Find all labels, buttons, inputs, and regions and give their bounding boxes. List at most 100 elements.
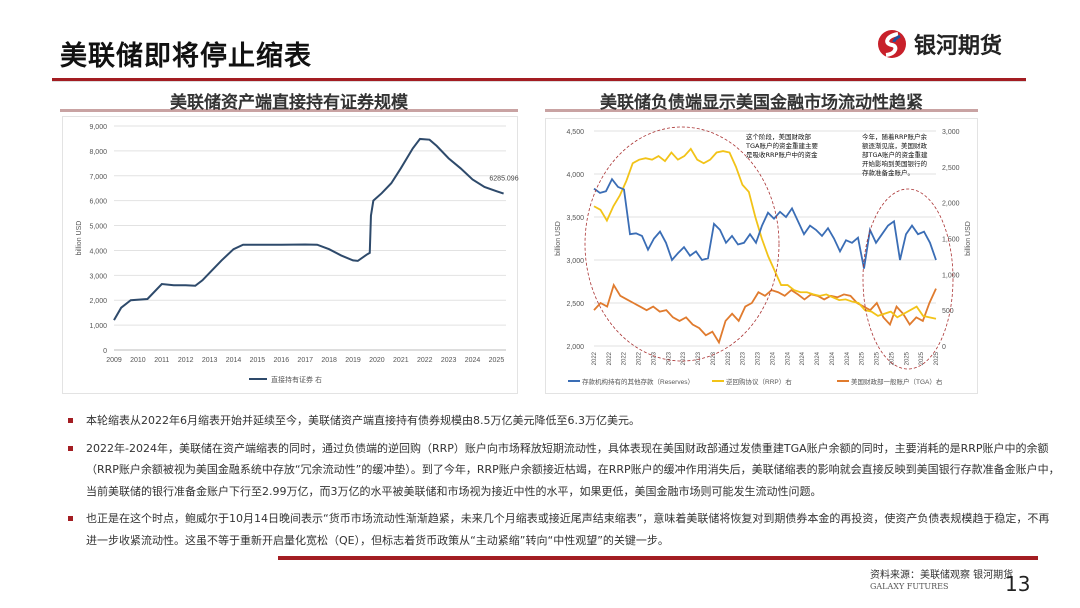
- y-axis-label: billion USD: [76, 221, 83, 256]
- x-tick-label: 2023: [681, 351, 687, 365]
- x-tick-label: 2017: [297, 357, 313, 364]
- x-tick-label: 2022: [607, 351, 613, 365]
- x-tick-label: 2024: [465, 357, 481, 364]
- source-note: 资料来源：美联储观察 银河期货: [870, 570, 1014, 581]
- x-tick-label: 2019: [345, 357, 361, 364]
- y-tick-label: 5,000: [89, 224, 107, 231]
- y-tick-label: 2,500: [566, 301, 584, 308]
- x-tick-label: 2025: [875, 351, 881, 365]
- page-number: 13: [1005, 572, 1031, 596]
- last-value-label: 6285.096: [489, 176, 518, 183]
- annotation-1: 这个阶段，美国财政部TGA账户的资金重建主要是吸收RRP账户中的资金: [746, 133, 818, 159]
- y-tick-label: 3,000: [89, 273, 107, 280]
- header-divider: [52, 78, 1026, 82]
- y-tick-label: 6,000: [89, 199, 107, 206]
- right-chart-title: 美联储负债端显示美国金融市场流动性趋紧: [545, 88, 978, 113]
- y-tick-label: 4,500: [566, 129, 584, 136]
- x-tick-label: 2022: [622, 351, 628, 365]
- annotation-text: 这个阶段，美国财政部TGA账户的资金重建主要是吸收RRP账户中的资金: [746, 133, 818, 159]
- y2-axis-label: billion USD: [965, 221, 972, 256]
- x-tick-label: 2012: [178, 357, 194, 364]
- x-tick-label: 2025: [919, 351, 925, 365]
- highlight-circle-2025: [862, 188, 954, 370]
- annotation-text: 今年，随着RRP账户余额逐渐见底，美国财政部TGA账户的资金重建开始影响到美国银…: [862, 133, 928, 177]
- y2-tick-label: 500: [942, 308, 954, 315]
- securities-holdings-chart: 0 1,000 2,000 3,000 4,000 5,000 6,000 7,000 8,00…: [76, 124, 519, 384]
- y-tick-label: 4,000: [89, 248, 107, 255]
- x-tick-label: 2021: [393, 357, 409, 364]
- y-tick-label: 3,000: [566, 258, 584, 265]
- x-tick-label: 2024: [830, 351, 836, 365]
- x-tick-label: 2023: [756, 351, 762, 365]
- y2-tick-label: 1,500: [942, 237, 960, 244]
- highlight-circle-2022-2023: [584, 126, 780, 362]
- x-tick-label: 2018: [321, 357, 337, 364]
- x-tick-label: 2024: [815, 351, 821, 365]
- left-chart-panel: 0 1,000 2,000 3,000 4,000 5,000 6,000 7,000 8,00…: [62, 116, 519, 394]
- y2-tick-label: 1,000: [942, 272, 960, 279]
- series-line-0: [593, 177, 937, 269]
- x-tick-label: 2025: [860, 351, 866, 365]
- footer-divider: [278, 556, 1038, 560]
- y-tick-label: 8,000: [89, 149, 107, 156]
- x-tick-label: 2015: [250, 357, 266, 364]
- left-chart-title: 美联储资产端直接持有证券规模: [60, 88, 518, 113]
- x-tick-label: 2023: [711, 351, 717, 365]
- legend-label: 存款机构持有的其他存款（Reserves）: [582, 377, 694, 386]
- x-tick-label: 2025: [889, 351, 895, 365]
- x-tick-label: 2023: [666, 351, 672, 365]
- bullet-item: 也正是在这个时点，鲍威尔于10月14日晚间表示“货币市场流动性渐渐趋紧，未来几个…: [64, 508, 1060, 551]
- series-line: [113, 137, 504, 321]
- x-tick-label: 2023: [441, 357, 457, 364]
- page-title: 美联储即将停止缩表: [60, 41, 312, 72]
- x-tick-label: 2025: [489, 357, 505, 364]
- x-tick-label: 2022: [637, 351, 643, 365]
- x-tick-label: 2022: [417, 357, 433, 364]
- y-tick-label: 3,500: [566, 215, 584, 222]
- x-tick-label: 2022: [592, 351, 598, 365]
- legend-label: 美国财政部一般账户（TGA）右: [851, 377, 943, 386]
- y-tick-label: 1,000: [89, 323, 107, 330]
- x-tick-label: 2016: [274, 357, 290, 364]
- x-tick-label: 2024: [800, 351, 806, 365]
- right-chart-panel: 2,000 2,500 3,000 3,500 4,000 4,500 0 500 1,000 1…: [545, 118, 978, 394]
- x-tick-label: 2025: [904, 351, 910, 365]
- y2-tick-label: 2,500: [942, 165, 960, 172]
- x-tick-label: 2013: [202, 357, 218, 364]
- x-tick-label: 2023: [741, 351, 747, 365]
- y2-tick-label: 3,000: [942, 129, 960, 136]
- annotation-2: 今年，随着RRP账户余额逐渐见底，美国财政部TGA账户的资金重建开始影响到美国银…: [862, 133, 928, 177]
- y-tick-label: 0: [103, 348, 107, 355]
- logo-text: 银河期货: [914, 34, 1003, 59]
- y-tick-label: 4,000: [566, 172, 584, 179]
- bullet-item: 本轮缩表从2022年6月缩表开始并延续至今，美联储资产端直接持有债券规模由8.5…: [64, 410, 1060, 432]
- series-line-2: [593, 282, 937, 345]
- x-tick-label: 2020: [369, 357, 385, 364]
- y-tick-label: 7,000: [89, 174, 107, 181]
- galaxy-logo-icon: [878, 30, 906, 58]
- y-tick-label: 9,000: [89, 124, 107, 131]
- bullet-item: 2022年-2024年，美联储在资产端缩表的同时，通过负债端的逆回购（RRP）账…: [64, 438, 1060, 503]
- x-tick-label: 2023: [726, 351, 732, 365]
- series-line-1: [593, 147, 937, 320]
- brand-name: GALAXY FUTURES: [870, 582, 949, 591]
- x-tick-label: 2011: [154, 357, 169, 364]
- x-tick-label: 2024: [845, 351, 851, 365]
- company-logo: 银河期货: [876, 28, 1002, 60]
- x-tick-label: 2010: [130, 357, 146, 364]
- legend-label: 逆回购协议（RRP）右: [726, 377, 792, 386]
- y-axis-label: billion USD: [555, 221, 562, 256]
- legend-label: 直接持有证券 右: [271, 375, 322, 384]
- x-tick-label: 2024: [785, 351, 791, 365]
- x-tick-label: 2023: [696, 351, 702, 365]
- liquidity-chart: 2,000 2,500 3,000 3,500 4,000 4,500 0 500 1,000 1…: [555, 126, 972, 386]
- x-tick-label: 2023: [651, 351, 657, 365]
- x-tick-label: 2024: [770, 351, 776, 365]
- bullet-list: 本轮缩表从2022年6月缩表开始并延续至今，美联储资产端直接持有债券规模由8.5…: [64, 410, 1060, 557]
- x-tick-label: 2009: [106, 357, 122, 364]
- y2-tick-label: 0: [942, 344, 946, 351]
- y-tick-label: 2,000: [89, 298, 107, 305]
- y2-tick-label: 2,000: [942, 201, 960, 208]
- x-tick-label: 2025: [934, 351, 940, 365]
- y-tick-label: 2,000: [566, 344, 584, 351]
